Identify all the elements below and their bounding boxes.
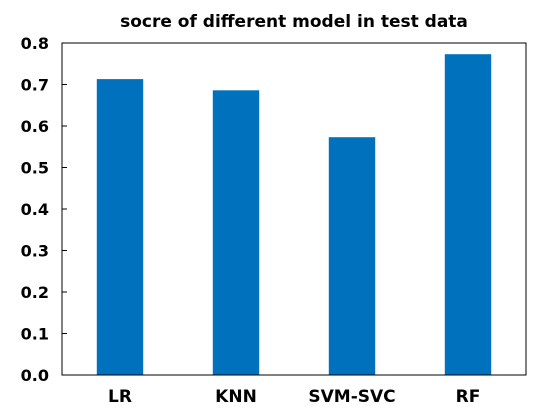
y-tick-label: 0.4 [21,200,49,219]
y-tick-label: 0.3 [21,242,49,261]
y-tick-label: 0.8 [21,34,49,53]
y-tick-label: 0.7 [21,76,49,95]
x-tick-label: SVM-SVC [308,387,395,407]
bar-rf [444,54,492,375]
y-tick-label: 0.5 [21,159,49,178]
bars-layer [96,54,492,375]
bar-lr [96,79,144,375]
bar-knn [212,90,260,375]
bar-svm-svc [328,137,376,375]
y-tick-labels: 0.0 0.1 0.2 0.3 0.4 0.5 0.6 0.7 0.8 [21,34,49,385]
y-tick-label: 0.2 [21,283,49,302]
x-tick-labels: LR KNN SVM-SVC RF [108,387,480,407]
chart-title: socre of different model in test data [120,12,468,32]
y-tick-label: 0.1 [21,325,49,344]
axes-layer [61,42,527,376]
x-tick-label: KNN [215,387,257,407]
y-tick-label: 0.0 [21,366,49,385]
x-tick-label: LR [108,387,132,407]
x-tick-label: RF [456,387,481,407]
y-tick-label: 0.6 [21,117,49,136]
